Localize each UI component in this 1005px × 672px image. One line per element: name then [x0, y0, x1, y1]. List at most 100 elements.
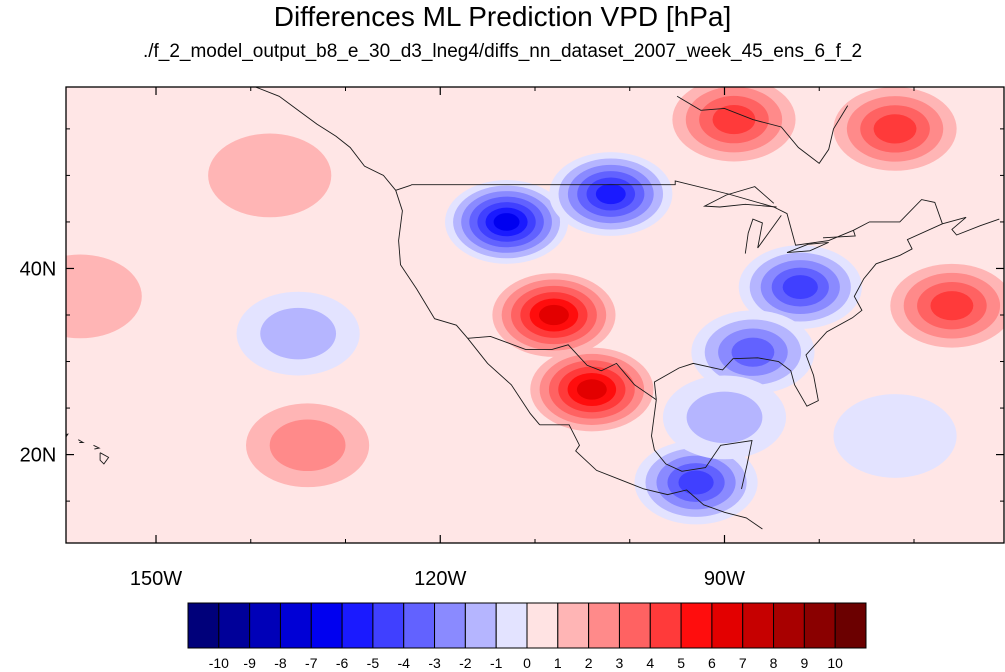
- axis-layer: 150W 120W 90W 20N 40N: [20, 87, 1004, 590]
- contour-level: [539, 304, 569, 326]
- colorbar-swatch: [803, 602, 836, 649]
- colorbar-label: -2: [459, 655, 472, 671]
- colorbar-swatch: [711, 602, 744, 649]
- colorbar-label: 8: [770, 655, 778, 671]
- coastline-layer: [66, 87, 1000, 530]
- coastline-path: [99, 452, 110, 465]
- colorbar-swatch: [618, 602, 651, 649]
- coastline-path: [702, 186, 777, 208]
- colorbar-swatch: [834, 602, 867, 649]
- contour-level: [833, 394, 957, 478]
- x-tick-label: 150W: [130, 568, 182, 590]
- contour-level: [712, 105, 756, 135]
- field-feature: [530, 347, 654, 432]
- coastline-path: [78, 439, 85, 443]
- colorbar-label: 4: [646, 655, 654, 671]
- colorbar-swatch: [464, 602, 497, 649]
- contour-level: [576, 379, 607, 400]
- colorbar-label: 5: [677, 655, 685, 671]
- colorbar-label: -10: [209, 655, 229, 671]
- colorbar-swatch: [495, 602, 528, 649]
- colorbar-label: -5: [367, 655, 380, 671]
- field-feature: [444, 180, 569, 264]
- colorbar-swatch: [249, 602, 281, 649]
- x-tick-label: 90W: [704, 568, 745, 590]
- colorbar-swatch: [680, 602, 713, 649]
- field-feature: [662, 375, 787, 460]
- contour-level: [269, 419, 346, 472]
- colorbar-swatch: [773, 602, 805, 649]
- coastline-path: [744, 215, 782, 254]
- colorbar: -10 -9 -8 -7 -6 -5 -4 -3 -2 -1 0 1 2 3 4 5 6 7 8 9 10: [187, 602, 867, 671]
- y-tick-label: 40N: [20, 258, 57, 280]
- field-feature: [66, 254, 142, 339]
- contour-level: [493, 213, 520, 231]
- contour-level: [678, 470, 714, 495]
- colorbar-swatch: [526, 602, 559, 649]
- colorbar-label: -6: [336, 655, 349, 671]
- field-feature: [634, 440, 758, 525]
- colorbar-swatch: [310, 602, 343, 649]
- field-feature: [890, 263, 1004, 348]
- colorbar-swatch: [434, 602, 466, 649]
- colorbar-label: 6: [708, 655, 716, 671]
- coastline-path: [822, 230, 856, 239]
- coastline-path: [653, 216, 1000, 407]
- colorbar-swatch: [403, 602, 436, 649]
- colorbar-swatch: [588, 602, 620, 649]
- coastline-path: [786, 241, 829, 254]
- colorbar-label: 7: [739, 655, 747, 671]
- field-feature: [246, 403, 370, 488]
- contour-level: [731, 337, 775, 367]
- coastline-path: [395, 190, 541, 426]
- colorbar-swatch: [742, 602, 775, 649]
- field-feature: [833, 394, 957, 478]
- contour-level: [595, 183, 626, 205]
- field-feature: [236, 291, 360, 376]
- contour-level: [208, 133, 332, 218]
- coastline-path: [395, 180, 943, 246]
- colorbar-label: 10: [827, 655, 843, 671]
- field-layer: [66, 87, 1004, 543]
- contour-level: [930, 291, 974, 321]
- coastline-path: [467, 335, 657, 401]
- colorbar-swatch: [218, 602, 251, 649]
- coastline-path: [93, 444, 101, 450]
- contour-level: [260, 307, 337, 360]
- colorbar-swatch: [557, 602, 590, 649]
- coastline-path: [539, 424, 763, 530]
- colorbar-swatch: [649, 602, 682, 649]
- colorbar-label: -1: [490, 655, 503, 671]
- colorbar-swatch: [187, 602, 220, 649]
- coastline-path: [255, 87, 397, 191]
- field-feature: [208, 133, 332, 218]
- contour-level: [66, 254, 142, 339]
- field-feature: [738, 245, 862, 329]
- colorbar-label: -9: [243, 655, 256, 671]
- colorbar-label: 1: [554, 655, 562, 671]
- colorbar-label: 9: [800, 655, 808, 671]
- colorbar-label: 0: [523, 655, 531, 671]
- coastline-path: [651, 399, 753, 490]
- field-feature: [672, 87, 796, 162]
- colorbar-label: -3: [428, 655, 441, 671]
- field-feature: [492, 273, 616, 357]
- coastline-path: [676, 95, 849, 164]
- field-feature: [833, 87, 957, 171]
- y-tick-label: 20N: [20, 445, 57, 467]
- x-tick-label: 120W: [414, 568, 466, 590]
- colorbar-swatch: [341, 602, 374, 649]
- chart-title: Differences ML Prediction VPD [hPa]: [273, 1, 732, 32]
- field-feature: [691, 310, 815, 395]
- colorbar-label: -4: [398, 655, 411, 671]
- chart-subtitle: ./f_2_model_output_b8_e_30_d3_lneg4/diff…: [142, 41, 863, 62]
- contour-level: [873, 114, 917, 144]
- colorbar-label: -8: [274, 655, 287, 671]
- colorbar-label: 2: [585, 655, 593, 671]
- field-feature: [549, 152, 673, 236]
- colorbar-label: 3: [616, 655, 624, 671]
- colorbar-label: -7: [305, 655, 318, 671]
- contour-level: [686, 391, 763, 444]
- contour-level: [782, 275, 818, 300]
